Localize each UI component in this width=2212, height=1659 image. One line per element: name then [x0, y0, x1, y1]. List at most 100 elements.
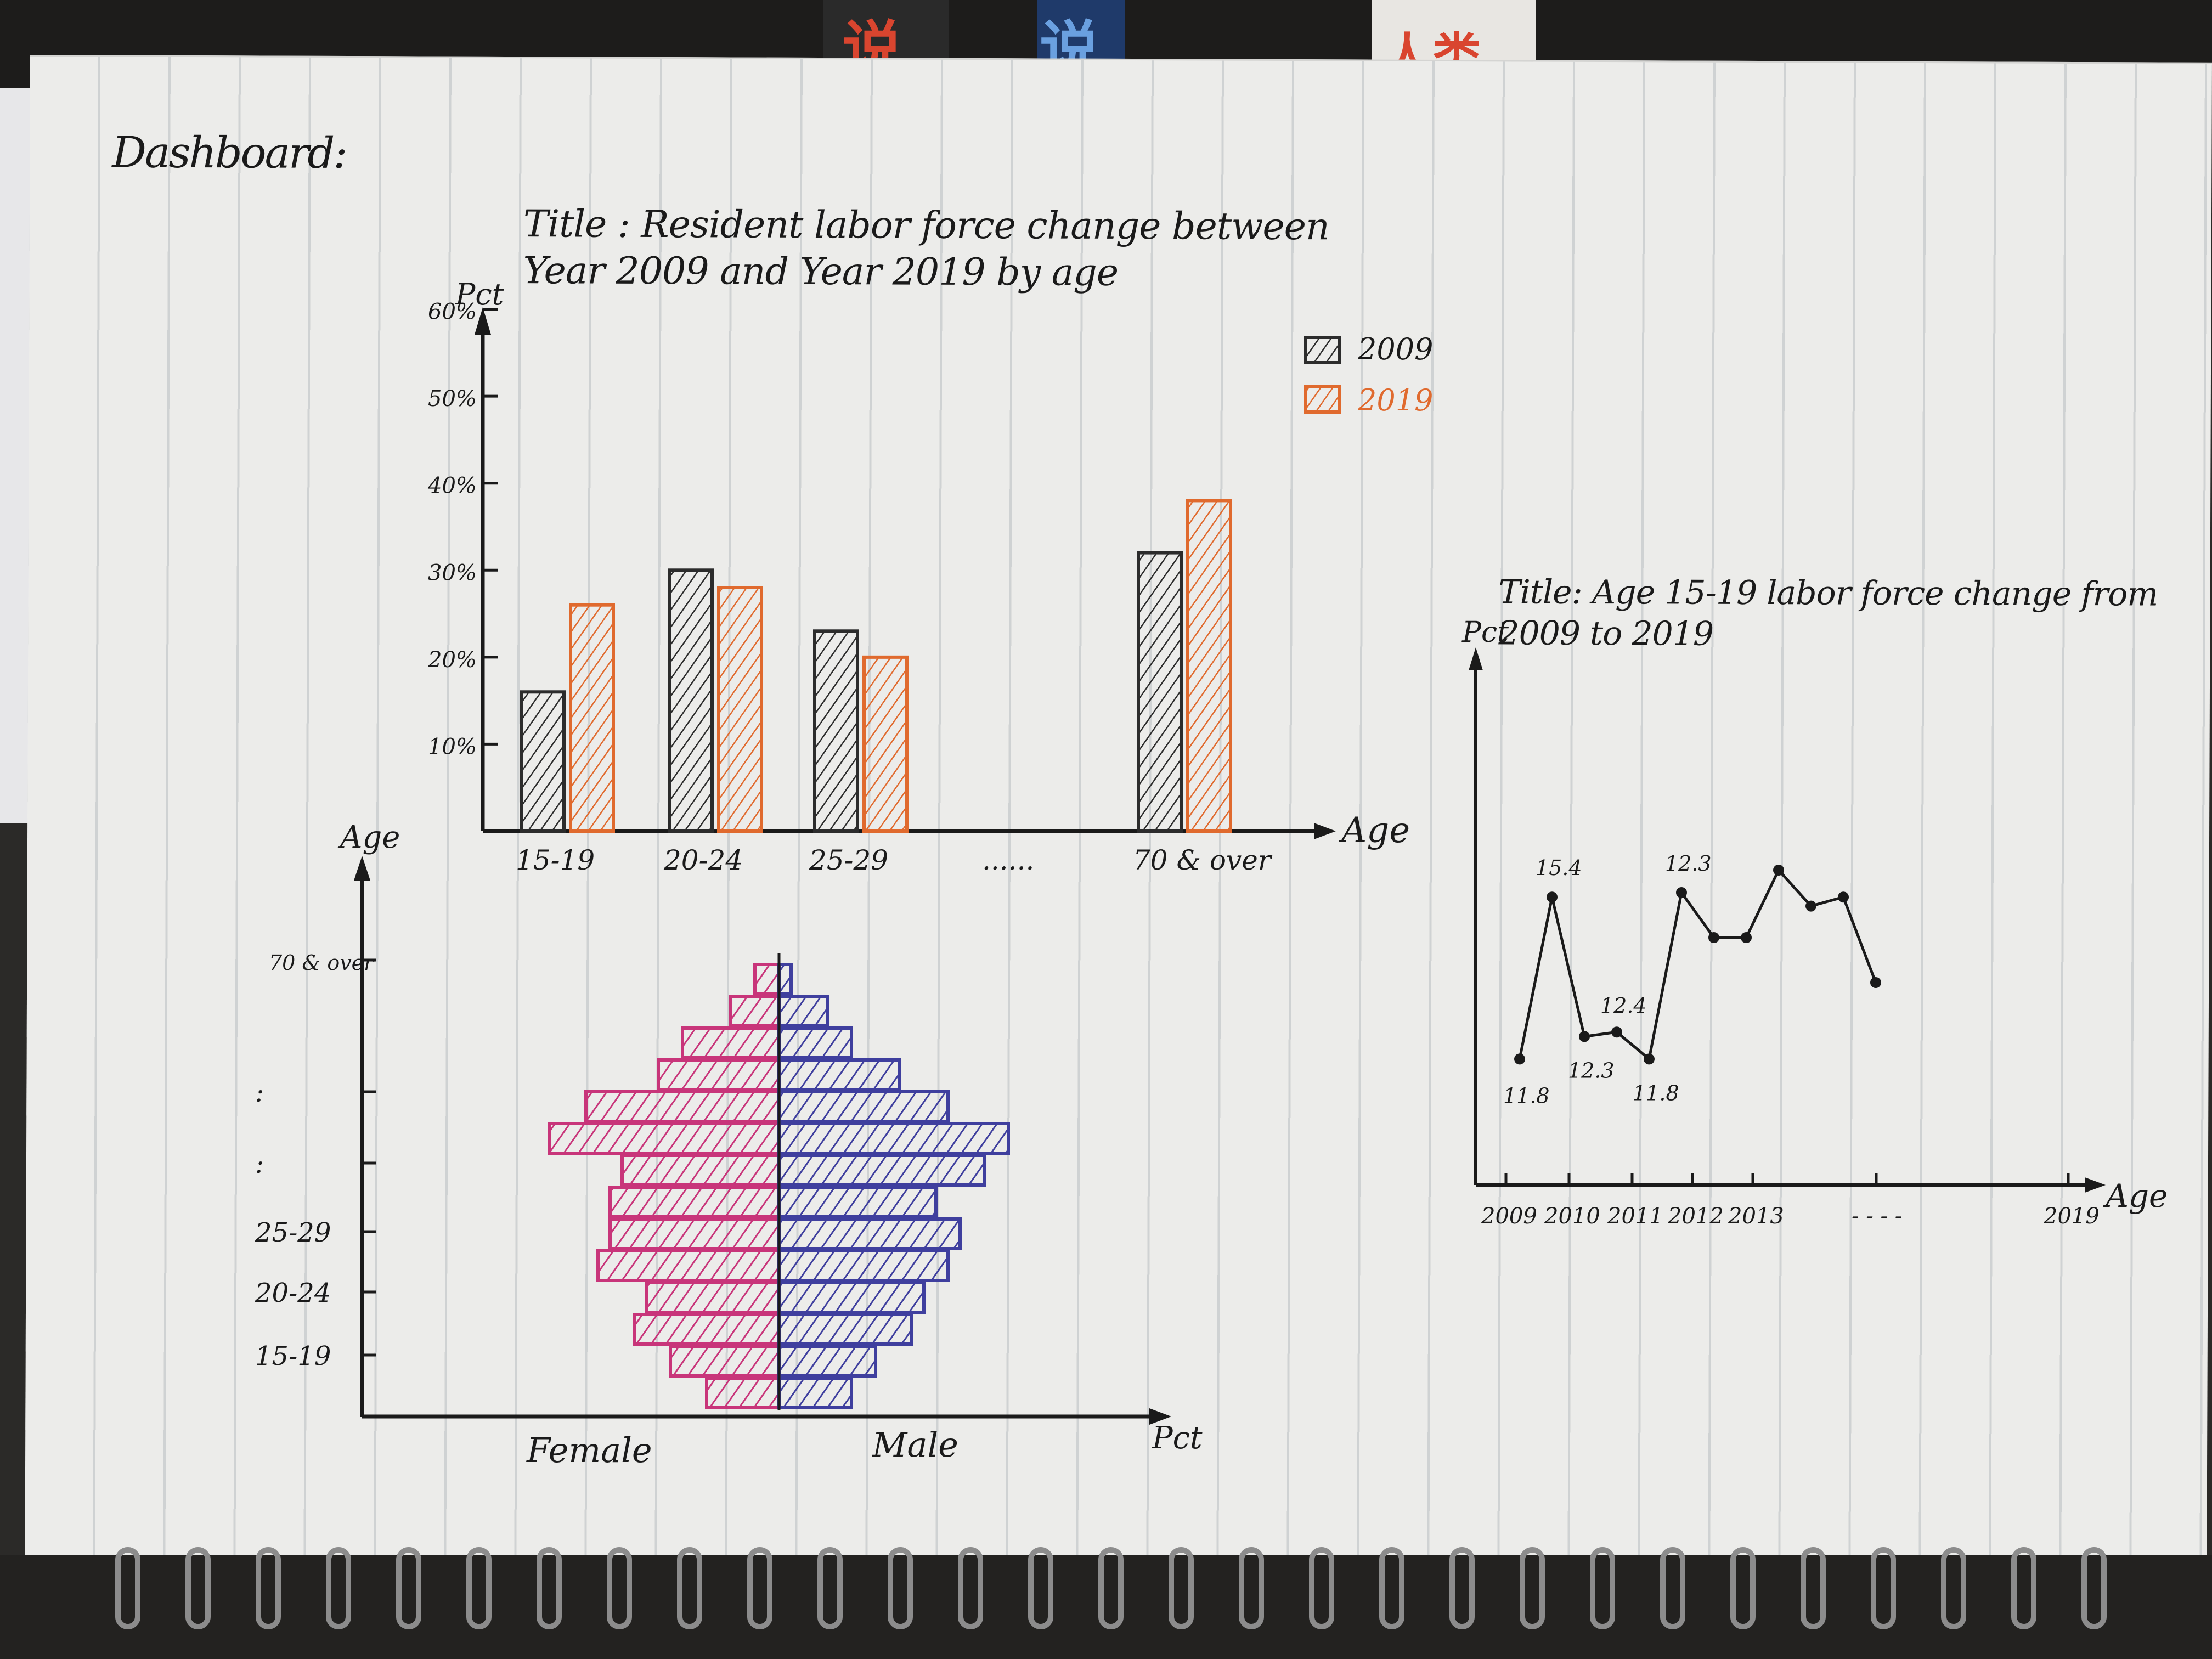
bar-y-tick-label: 50%	[428, 386, 477, 411]
binding-ring	[1449, 1547, 1475, 1629]
binding-ring	[1941, 1547, 1966, 1629]
line-point	[1741, 932, 1752, 943]
binding-ring	[1871, 1547, 1896, 1629]
line-chart: Pct Age 2009 2010 2011 2012 2013- - - -2019 …	[1462, 616, 2168, 1229]
pyramid-bar-female	[608, 1186, 781, 1218]
binding-ring	[677, 1547, 702, 1629]
bar-legend: 2009 2019	[1304, 332, 1433, 417]
binding-ring	[1169, 1547, 1194, 1629]
line-point	[1870, 977, 1881, 988]
bar-x-arrow	[1314, 823, 1336, 839]
bar-x-ticks: 15-19 20-24 25-29...... 70 & over	[516, 844, 1273, 876]
pyramid-bar-female	[548, 1122, 781, 1155]
bar-category-label: 70 & over	[1133, 844, 1273, 876]
legend-label-2009: 2009	[1357, 332, 1433, 366]
male-label: Male	[872, 1425, 958, 1465]
bar-category-label: 15-19	[516, 844, 595, 876]
line-series	[1518, 867, 1877, 1062]
binding-ring	[1028, 1547, 1053, 1629]
line-x-tick-label: 2019	[2043, 1204, 2100, 1229]
line-point	[1644, 1053, 1655, 1065]
pyramid-x-arrow	[1149, 1408, 1171, 1425]
pyramid-bar-female	[681, 1026, 781, 1059]
pyramid-bar-female	[620, 1154, 781, 1187]
binding-ring	[958, 1547, 983, 1629]
legend-label-2019: 2019	[1357, 383, 1433, 417]
binding-ring	[466, 1547, 492, 1629]
bar-category-label: 20-24	[663, 844, 743, 876]
bar-y-tick-label: 60%	[428, 300, 477, 325]
pyramid-bar-female	[669, 1345, 781, 1378]
pyramid-bar-male	[777, 1154, 986, 1187]
binding-ring	[888, 1547, 913, 1629]
line-point	[1773, 865, 1784, 876]
line-y-label: Pct	[1462, 616, 1509, 649]
pyramid-bar-female	[753, 963, 781, 996]
legend-swatch-2009	[1304, 336, 1341, 364]
pyramid-bar-male	[777, 1249, 950, 1282]
pyramid-y-tick-label: 15-19	[255, 1341, 331, 1372]
bar-category-label: 25-29	[809, 844, 888, 876]
pyramid-y-tick-label: :	[255, 1149, 264, 1180]
pyramid-bar-male	[777, 1376, 853, 1409]
binding-ring	[607, 1547, 632, 1629]
line-point-label: 11.8	[1503, 1084, 1550, 1108]
line-point-label: 15.4	[1536, 856, 1582, 880]
line-x-tick-label: 2009	[1481, 1204, 1537, 1229]
binding-ring	[2011, 1547, 2036, 1629]
line-x-tick-label: 2010	[1544, 1204, 1600, 1229]
pyramid-y-tick-label: 25-29	[255, 1217, 331, 1248]
pyramid-bar-female	[729, 995, 781, 1028]
line-point	[1514, 1053, 1525, 1065]
binding-ring	[185, 1547, 211, 1629]
line-point	[1838, 891, 1849, 903]
bar-2009-20-24	[668, 568, 714, 833]
pyramid-bar-male	[777, 1090, 950, 1123]
bar-2019-15-19	[569, 603, 615, 833]
binding-ring	[1239, 1547, 1264, 1629]
pyramid-bar-male	[777, 1281, 926, 1314]
line-point	[1676, 887, 1687, 898]
line-point	[1547, 891, 1558, 903]
line-y-arrow	[1469, 647, 1483, 670]
binding-ring	[1590, 1547, 1615, 1629]
pyramid-y-tick-label: 70 & over	[269, 951, 375, 975]
pyramid-bar-female	[633, 1313, 781, 1346]
pyramid-bar-male	[777, 1345, 877, 1378]
bar-category-label: ......	[982, 844, 1034, 876]
pyramid-bar-male	[777, 1217, 962, 1250]
pyramid-bars	[548, 953, 1010, 1410]
female-label: Female	[526, 1430, 652, 1470]
pyramid-bar-male	[777, 1026, 853, 1059]
bar-y-tick-label: 40%	[427, 473, 477, 499]
pyramid-bar-male	[777, 995, 829, 1028]
bar-marks	[520, 499, 1232, 833]
binding-ring	[1309, 1547, 1334, 1629]
bar-x-label: Age	[1339, 810, 1410, 851]
line-point	[1805, 900, 1816, 912]
bar-2019-70 & over	[1186, 499, 1232, 833]
line-x-tick-label: 2013	[1728, 1204, 1784, 1229]
line-point-label: 12.4	[1600, 994, 1647, 1018]
pyramid-bar-male	[777, 1313, 913, 1346]
spiral-binding	[0, 1555, 2212, 1659]
line-x-arrow	[2085, 1177, 2106, 1193]
bar-chart: Pct Age 10% 20% 30% 40% 50% 60% 15-19 20-24 25-…	[427, 277, 1433, 876]
line-point	[1611, 1026, 1622, 1038]
pyramid-y-tick-label: :	[255, 1077, 264, 1108]
line-x-label: Age	[2103, 1177, 2168, 1215]
pyramid-bar-male	[777, 1058, 901, 1091]
line-x-tick-label: 2011	[1607, 1204, 1663, 1229]
pyramid-bar-female	[596, 1249, 781, 1282]
bar-2009-25-29	[813, 629, 859, 833]
binding-ring	[115, 1547, 140, 1629]
line-x-tick-label: 2012	[1667, 1204, 1724, 1229]
pyramid-bar-male	[777, 963, 793, 996]
pyramid-bar-female	[584, 1090, 781, 1123]
bar-2009-15-19	[520, 690, 566, 833]
bar-y-tick-label: 30%	[428, 560, 477, 585]
bar-y-arrow	[475, 307, 491, 335]
line-point-label: 11.8	[1633, 1081, 1679, 1105]
binding-ring	[1660, 1547, 1685, 1629]
bar-2019-20-24	[717, 586, 763, 833]
